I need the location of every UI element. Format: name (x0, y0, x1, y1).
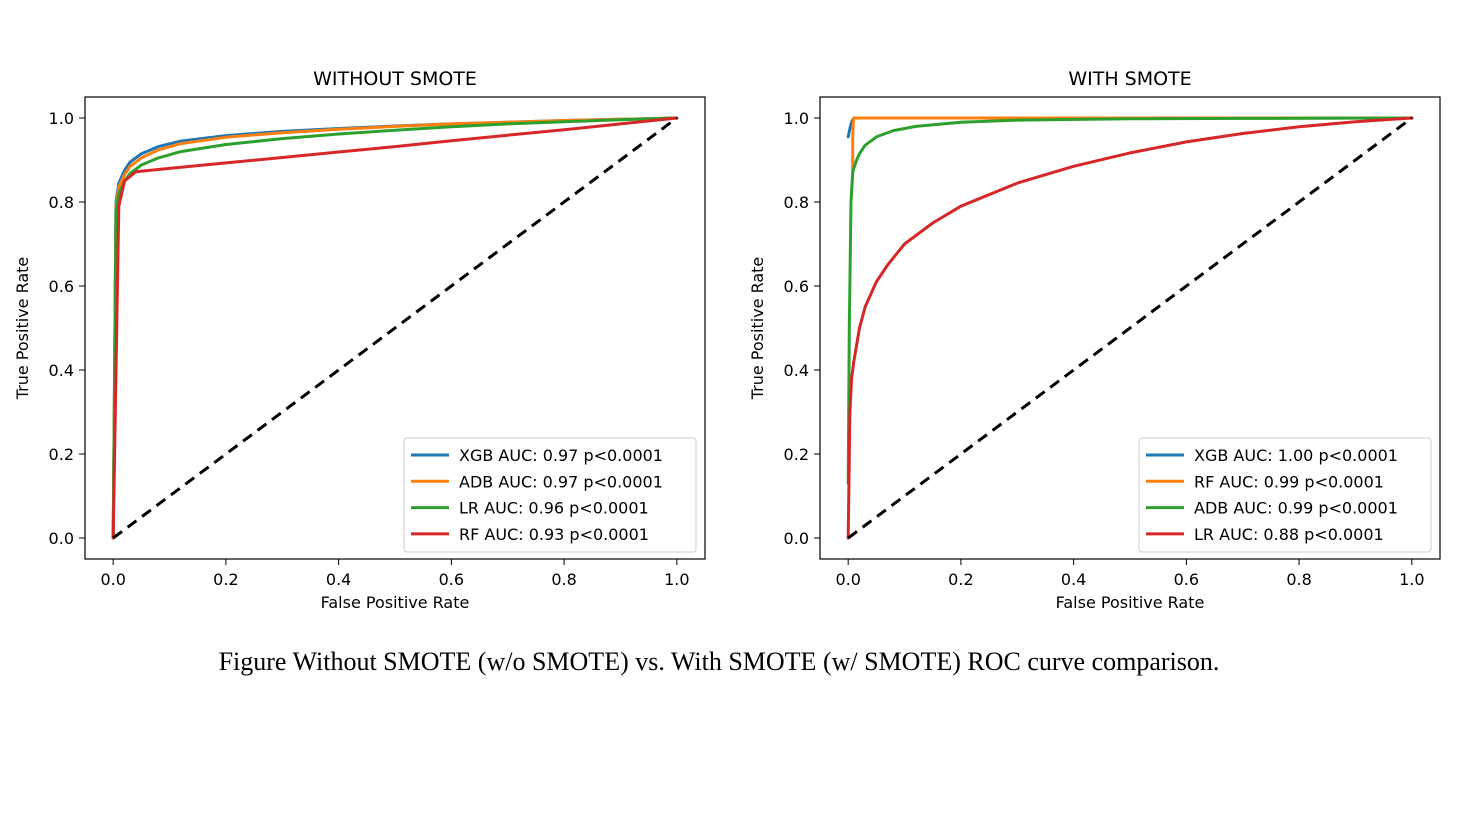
y-tick-label: 1.0 (784, 109, 809, 128)
series-line-xgb (846, 116, 1414, 139)
legend: XGB AUC: 1.00 p<0.0001 RF AUC: 0.99 p<0.0… (1138, 437, 1432, 553)
legend-entry: LR AUC: 0.88 p<0.0001 (1194, 525, 1384, 544)
legend: XGB AUC: 0.97 p<0.0001 ADB AUC: 0.97 p<0.… (403, 437, 697, 553)
y-tick-label: 0.8 (49, 193, 74, 212)
legend-entry: ADB AUC: 0.99 p<0.0001 (1194, 499, 1398, 518)
y-axis-label: True Positive Rate (13, 257, 32, 401)
series-line-adb (111, 116, 679, 540)
y-tick-label: 0.6 (784, 277, 809, 296)
x-axis-label: False Positive Rate (1056, 593, 1205, 612)
y-tick-label: 0.2 (49, 445, 74, 464)
legend-box (1138, 437, 1432, 553)
y-tick-label: 0.0 (784, 529, 809, 548)
series-layer (111, 116, 679, 540)
y-axis-label: True Positive Rate (748, 257, 767, 401)
x-tick-label: 0.0 (835, 570, 860, 589)
chart-title: WITH SMOTE (1068, 68, 1191, 90)
x-tick-label: 0.0 (100, 570, 125, 589)
series-layer (846, 116, 1414, 540)
series-line-lr (846, 116, 1414, 540)
legend-entry: XGB AUC: 1.00 p<0.0001 (1194, 446, 1398, 465)
x-tick-label: 0.8 (1286, 570, 1311, 589)
chance-diagonal (847, 116, 1413, 540)
x-tick-label: 0.2 (213, 570, 238, 589)
roc-chart-panel-2: WITH SMOTE 0.0 0.2 0.4 0.6 0.8 1.0 0.0 0.2 0.4 0.6… (748, 68, 1441, 612)
legend-box (403, 437, 697, 553)
legend-entry: XGB AUC: 0.97 p<0.0001 (459, 446, 663, 465)
roc-chart-panel-1: WITHOUT SMOTE 0.0 0.2 0.4 0.6 0.8 1.0 0.0 0.2 0.4… (13, 68, 706, 612)
series-line-adb (846, 116, 1414, 485)
chart-title: WITHOUT SMOTE (313, 68, 477, 90)
x-tick-label: 0.4 (1061, 570, 1086, 589)
x-axis-label: False Positive Rate (321, 593, 470, 612)
x-tick-label: 0.4 (326, 570, 351, 589)
legend-entry: RF AUC: 0.99 p<0.0001 (1194, 472, 1384, 491)
legend-entry: ADB AUC: 0.97 p<0.0001 (459, 472, 663, 491)
y-tick-label: 0.0 (49, 529, 74, 548)
y-tick-label: 1.0 (49, 109, 74, 128)
chance-diagonal (112, 116, 678, 540)
roc-charts-figure: WITHOUT SMOTE 0.0 0.2 0.4 0.6 0.8 1.0 0.0 0.2 0.4… (13, 68, 1441, 612)
x-tick-label: 0.8 (551, 570, 576, 589)
y-tick-label: 0.4 (784, 361, 809, 380)
x-tick-label: 0.6 (1174, 570, 1199, 589)
series-line-rf (851, 116, 1414, 175)
y-tick-label: 0.6 (49, 277, 74, 296)
y-tick-label: 0.8 (784, 193, 809, 212)
legend-entry: RF AUC: 0.93 p<0.0001 (459, 525, 649, 544)
x-tick-label: 0.6 (439, 570, 464, 589)
axes-frame (819, 96, 1441, 560)
axes-frame (84, 96, 706, 560)
y-tick-label: 0.2 (784, 445, 809, 464)
figure-caption: Figure Without SMOTE (w/o SMOTE) vs. Wit… (218, 647, 1220, 676)
series-line-rf (111, 116, 679, 540)
x-tick-label: 1.0 (1399, 570, 1424, 589)
y-tick-label: 0.4 (49, 361, 74, 380)
legend-entry: LR AUC: 0.96 p<0.0001 (459, 499, 649, 518)
x-tick-label: 1.0 (664, 570, 689, 589)
x-tick-label: 0.2 (948, 570, 973, 589)
